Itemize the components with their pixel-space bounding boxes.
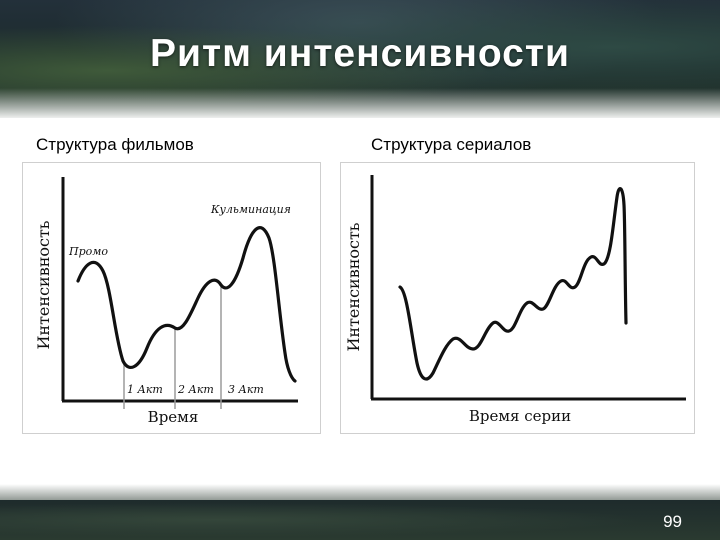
slide-title: Ритм интенсивности — [150, 32, 570, 75]
left-x-label: Время — [148, 408, 199, 426]
act3-label: 3 Акт — [228, 383, 264, 396]
header-background — [0, 0, 720, 118]
act2-label: 2 Акт — [177, 383, 214, 396]
left-caption: Структура фильмов — [36, 135, 194, 154]
right-caption: Структура сериалов — [371, 135, 532, 154]
series-structure-svg: Интенсивность Время серии — [344, 175, 686, 425]
film-intensity-curve — [76, 226, 297, 383]
left-y-label: Интенсивность — [34, 220, 53, 349]
right-y-label: Интенсивность — [344, 222, 363, 351]
climax-label: Кульминация — [210, 203, 291, 216]
hook-label: Промо — [68, 245, 108, 258]
series-intensity-curve — [398, 187, 628, 381]
footer-background — [0, 484, 720, 540]
right-x-label: Время серии — [469, 407, 571, 425]
film-structure-svg: Промо Кульминация 1 Акт 2 Акт 3 Акт Инте… — [34, 177, 298, 426]
page-number: 99 — [663, 512, 682, 531]
series-structure-diagram: Интенсивность Время серии — [340, 162, 695, 434]
act1-label: 1 Акт — [127, 383, 163, 396]
film-structure-diagram: Промо Кульминация 1 Акт 2 Акт 3 Акт Инте… — [22, 162, 321, 434]
